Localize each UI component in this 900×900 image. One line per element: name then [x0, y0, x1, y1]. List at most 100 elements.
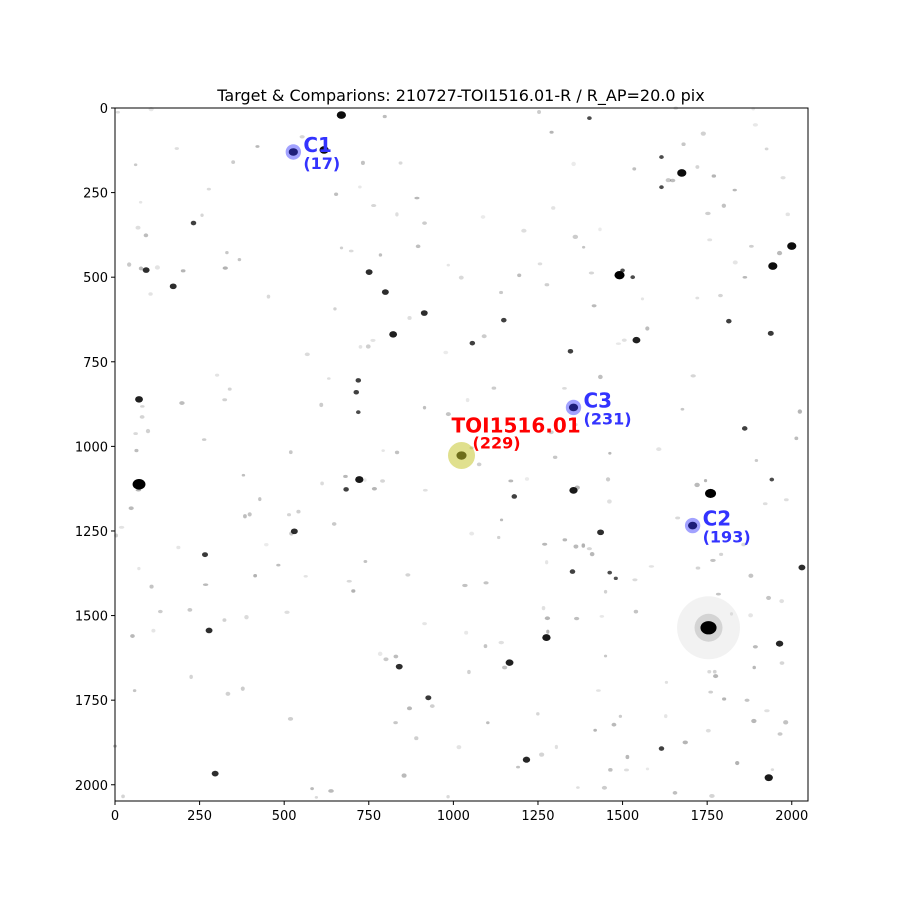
faint-star: [703, 479, 708, 483]
star: [688, 521, 698, 530]
faint-star: [675, 516, 681, 520]
faint-star: [573, 422, 578, 427]
faint-star: [395, 212, 399, 217]
faint-star: [127, 262, 132, 267]
y-tick-label: 250: [83, 187, 108, 202]
faint-star: [383, 657, 389, 662]
faint-star: [380, 479, 386, 483]
faint-star: [135, 225, 141, 230]
faint-star: [284, 610, 290, 614]
faint-star: [358, 344, 363, 349]
faint-star: [524, 477, 530, 481]
faint-star: [707, 238, 713, 242]
faint-star: [145, 428, 151, 434]
x-tick-label: 1500: [606, 809, 639, 824]
faint-star: [189, 674, 193, 679]
faint-star: [351, 589, 356, 593]
star: [769, 477, 775, 482]
faint-star: [320, 481, 324, 486]
faint-star: [732, 188, 737, 192]
faint-star: [573, 544, 579, 549]
faint-star: [201, 438, 207, 441]
star: [355, 410, 361, 415]
star: [614, 270, 625, 280]
faint-star: [414, 736, 419, 741]
y-tick-label: 1750: [75, 694, 108, 709]
faint-star: [407, 316, 412, 320]
target-aperture: [448, 442, 475, 470]
faint-star: [742, 275, 748, 279]
faint-star: [401, 773, 407, 778]
faint-star: [458, 275, 464, 280]
star: [365, 269, 373, 275]
faint-star: [180, 269, 186, 273]
faint-star: [603, 654, 608, 658]
faint-star: [797, 409, 803, 414]
star: [353, 389, 360, 395]
faint-star: [780, 176, 786, 180]
star: [290, 528, 298, 535]
faint-star: [128, 506, 134, 511]
faint-star: [710, 558, 716, 562]
star: [395, 663, 403, 670]
comparison-label: C3: [584, 388, 613, 412]
faint-star: [288, 450, 293, 455]
faint-star: [632, 167, 637, 171]
faint-star: [751, 718, 757, 724]
faint-star: [607, 499, 612, 504]
faint-star: [690, 374, 696, 378]
faint-star: [576, 786, 580, 789]
faint-star: [770, 768, 775, 772]
faint-star: [549, 130, 554, 134]
star: [288, 148, 298, 156]
faint-star: [664, 714, 668, 719]
star: [190, 220, 197, 226]
faint-star: [115, 110, 120, 114]
star: [319, 146, 329, 154]
faint-star: [247, 512, 252, 517]
faint-star: [206, 187, 211, 191]
comparison-aperture: [565, 399, 582, 416]
star: [726, 318, 732, 324]
faint-star: [276, 563, 281, 567]
star: [567, 349, 574, 354]
faint-star: [371, 204, 377, 208]
faint-star: [665, 178, 672, 183]
x-tick-label: 500: [272, 809, 297, 824]
star: [700, 621, 717, 635]
faint-star: [664, 680, 669, 684]
faint-star: [415, 244, 421, 249]
faint-star: [222, 618, 227, 622]
star: [132, 478, 146, 490]
faint-star: [363, 478, 367, 482]
faint-star: [499, 518, 504, 522]
star: [632, 336, 641, 344]
faint-star: [645, 326, 650, 331]
faint-star: [548, 430, 554, 435]
x-tick-label: 1250: [521, 809, 554, 824]
faint-star: [334, 192, 339, 197]
x-tick-label: 750: [356, 809, 381, 824]
target-label: TOI1516.01: [452, 414, 581, 438]
faint-star: [255, 145, 260, 148]
faint-star: [406, 706, 413, 711]
faint-star: [491, 386, 497, 390]
comparison-id: (193): [703, 528, 751, 547]
faint-star: [682, 740, 688, 745]
comparison-label: C1: [303, 133, 332, 157]
star: [205, 627, 213, 634]
faint-star: [266, 294, 271, 299]
star: [389, 331, 398, 338]
faint-star: [231, 160, 236, 164]
faint-star: [582, 245, 586, 249]
faint-star: [776, 250, 783, 256]
faint-star: [779, 661, 785, 665]
faint-star: [669, 178, 676, 183]
faint-star: [346, 579, 352, 583]
faint-star: [713, 674, 719, 679]
star: [135, 396, 143, 403]
faint-star: [695, 296, 700, 300]
faint-star: [225, 251, 229, 255]
faint-star: [149, 584, 154, 589]
faint-star: [348, 249, 354, 253]
